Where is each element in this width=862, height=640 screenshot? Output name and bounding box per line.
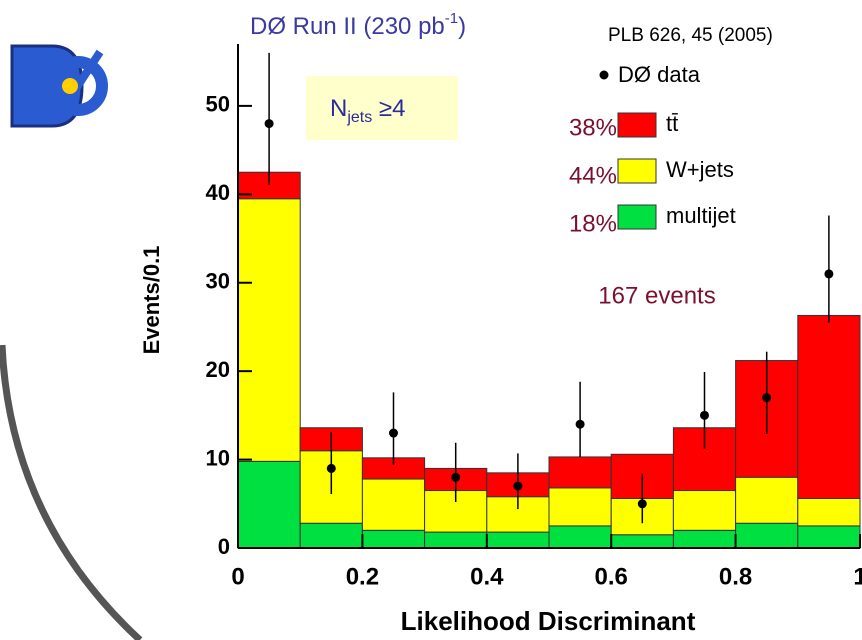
hist-bar — [735, 522, 799, 549]
hist-bar — [797, 314, 861, 499]
selection-end: ≥4 — [372, 95, 405, 122]
hist-bar — [610, 534, 674, 549]
y-tick-label: 0 — [218, 534, 230, 559]
title-end: ) — [458, 13, 466, 40]
data-point — [824, 269, 834, 279]
annotation: 167 events — [598, 282, 715, 309]
hist-bar — [735, 476, 799, 524]
legend-fraction: 44% — [569, 162, 617, 189]
title-sup: -1 — [445, 10, 458, 27]
hist-bar — [237, 198, 301, 462]
x-tick-label: 1 — [853, 563, 862, 590]
hist-bar — [548, 525, 612, 549]
hist-bar — [299, 522, 363, 549]
data-point — [264, 119, 274, 129]
x-tick-label: 0.2 — [346, 563, 379, 590]
legend-swatch — [617, 112, 657, 138]
legend-swatch — [617, 158, 657, 184]
y-tick-label: 20 — [206, 357, 230, 382]
legend-fraction: 18% — [569, 210, 617, 237]
data-point — [762, 393, 772, 403]
legend-label: multijet — [666, 203, 736, 228]
hist-bar — [797, 497, 861, 527]
selection: Njets ≥4 — [330, 95, 405, 126]
hist-bar — [361, 529, 426, 549]
legend-swatch — [617, 204, 657, 230]
data-point — [637, 499, 647, 509]
data-point — [451, 472, 461, 482]
y-tick-label: 40 — [206, 180, 230, 205]
chart-title: DØ Run II (230 pb-1) — [250, 10, 466, 40]
hist-bar — [548, 456, 612, 489]
logo — [10, 44, 108, 128]
data-point — [575, 419, 585, 429]
legend-marker — [599, 70, 609, 80]
x-tick-label: 0.6 — [595, 563, 628, 590]
y-axis-label: Events/0.1 — [139, 246, 164, 355]
data-point — [389, 428, 398, 438]
x-axis-label: Likelihood Discriminant — [401, 606, 696, 636]
hist-bar — [672, 490, 737, 531]
plot: 0 10 20 30 40 50 0 0.2 0.4 0.6 0.8 1 DØ data tt̄ 38% W+… — [206, 44, 862, 590]
hist-bar — [548, 487, 612, 527]
data-point — [326, 463, 336, 473]
data-point — [700, 410, 709, 420]
hist-bar — [361, 478, 426, 531]
selection-box — [306, 76, 458, 140]
hist-bar — [237, 460, 301, 549]
data-point — [513, 481, 523, 491]
legend-label: W+jets — [666, 157, 734, 182]
selection-text: N — [330, 95, 347, 122]
hist-bar — [672, 529, 737, 549]
hist-bar — [797, 525, 861, 549]
hist-bar — [486, 531, 550, 549]
legend-fraction: 38% — [569, 114, 617, 141]
decor-swoosh — [0, 344, 143, 640]
legend-label: tt̄ — [666, 111, 678, 136]
legend-label: DØ data — [618, 62, 701, 87]
x-tick-label: 0.4 — [470, 563, 504, 590]
y-tick-label: 10 — [206, 445, 230, 470]
hist-bar — [424, 531, 488, 549]
x-tick-label: 0 — [231, 563, 244, 590]
x-tick-label: 0.8 — [719, 563, 752, 590]
title-text: DØ Run II (230 pb — [250, 13, 445, 40]
selection-sub: jets — [346, 109, 372, 126]
reference: PLB 626, 45 (2005) — [608, 25, 773, 46]
y-tick-label: 50 — [206, 92, 230, 117]
y-tick-label: 30 — [206, 269, 230, 294]
